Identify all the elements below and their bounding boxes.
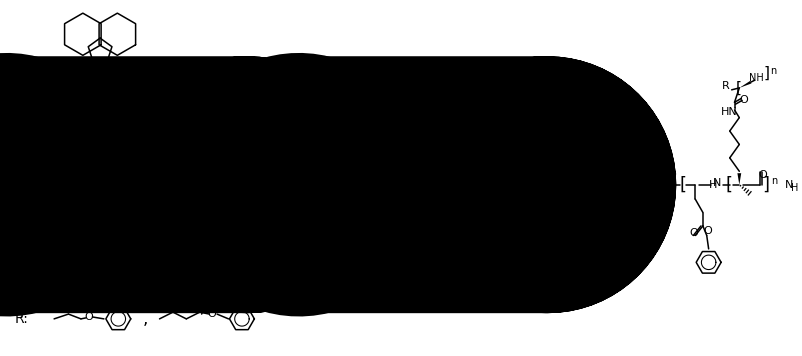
Text: O: O [667,170,676,180]
Text: H: H [708,180,717,190]
Text: N: N [645,180,654,190]
Text: H: H [352,183,359,193]
Text: 20%: 20% [260,127,285,137]
Text: n: n [769,66,775,76]
Text: H: H [209,180,218,190]
Text: O: O [388,227,397,237]
Text: [: [ [379,176,386,194]
Text: H: H [409,180,417,190]
Text: O: O [79,90,87,101]
Text: O: O [457,170,466,180]
Text: N: N [784,180,792,190]
Text: N: N [269,136,276,146]
Text: [: [ [724,176,731,194]
Text: ]: ] [170,176,177,194]
Text: N: N [712,178,720,188]
Text: O: O [739,95,747,105]
Text: N: N [346,180,354,190]
Text: O: O [703,226,711,236]
Text: N: N [412,178,421,188]
Polygon shape [736,173,740,185]
Text: N: N [192,180,200,190]
Text: O: O [199,298,208,308]
Text: O: O [403,226,411,236]
Text: ]: ] [762,176,768,194]
Text: O: O [757,170,766,180]
Text: H: H [273,134,280,143]
Text: O: O [75,170,84,180]
Text: [: [ [133,176,140,194]
Text: NH: NH [96,108,113,118]
Text: [: [ [425,176,431,194]
Text: [: [ [87,176,94,194]
Text: O: O [531,125,540,135]
Text: n: n [178,176,184,186]
Text: H: H [790,183,798,193]
Text: N: N [120,178,129,188]
Polygon shape [145,173,149,185]
Text: ]: ] [462,176,469,194]
Text: n: n [470,176,476,186]
Text: R: R [484,154,492,164]
Polygon shape [437,173,441,185]
Text: O: O [688,227,697,237]
Text: O: O [367,170,376,180]
Text: H: H [60,183,67,193]
Text: R: R [721,81,729,91]
Text: HN: HN [720,107,737,117]
Text: DMF: DMF [257,197,288,210]
Text: O: O [487,131,496,141]
Text: NH: NH [748,73,763,83]
Text: O: O [96,227,105,237]
Text: NH: NH [504,167,520,177]
Text: n: n [770,176,776,186]
Text: ,: , [142,310,148,328]
Text: H: H [651,183,658,193]
Text: R:: R: [14,312,29,326]
Text: ]: ] [762,66,768,81]
Text: O: O [84,312,93,322]
Text: N: N [484,180,492,190]
Text: NH₂: NH₂ [348,108,369,118]
Text: O: O [95,77,104,87]
Text: H: H [117,180,125,190]
Text: H: H [491,183,498,193]
Text: O: O [165,170,174,180]
Text: O: O [208,309,217,319]
Text: O: O [111,226,119,236]
Text: [: [ [678,176,686,194]
Text: H: H [501,180,510,190]
Text: [: [ [735,80,740,95]
Text: N: N [54,180,62,190]
Text: H: H [199,183,206,193]
Polygon shape [739,81,751,88]
